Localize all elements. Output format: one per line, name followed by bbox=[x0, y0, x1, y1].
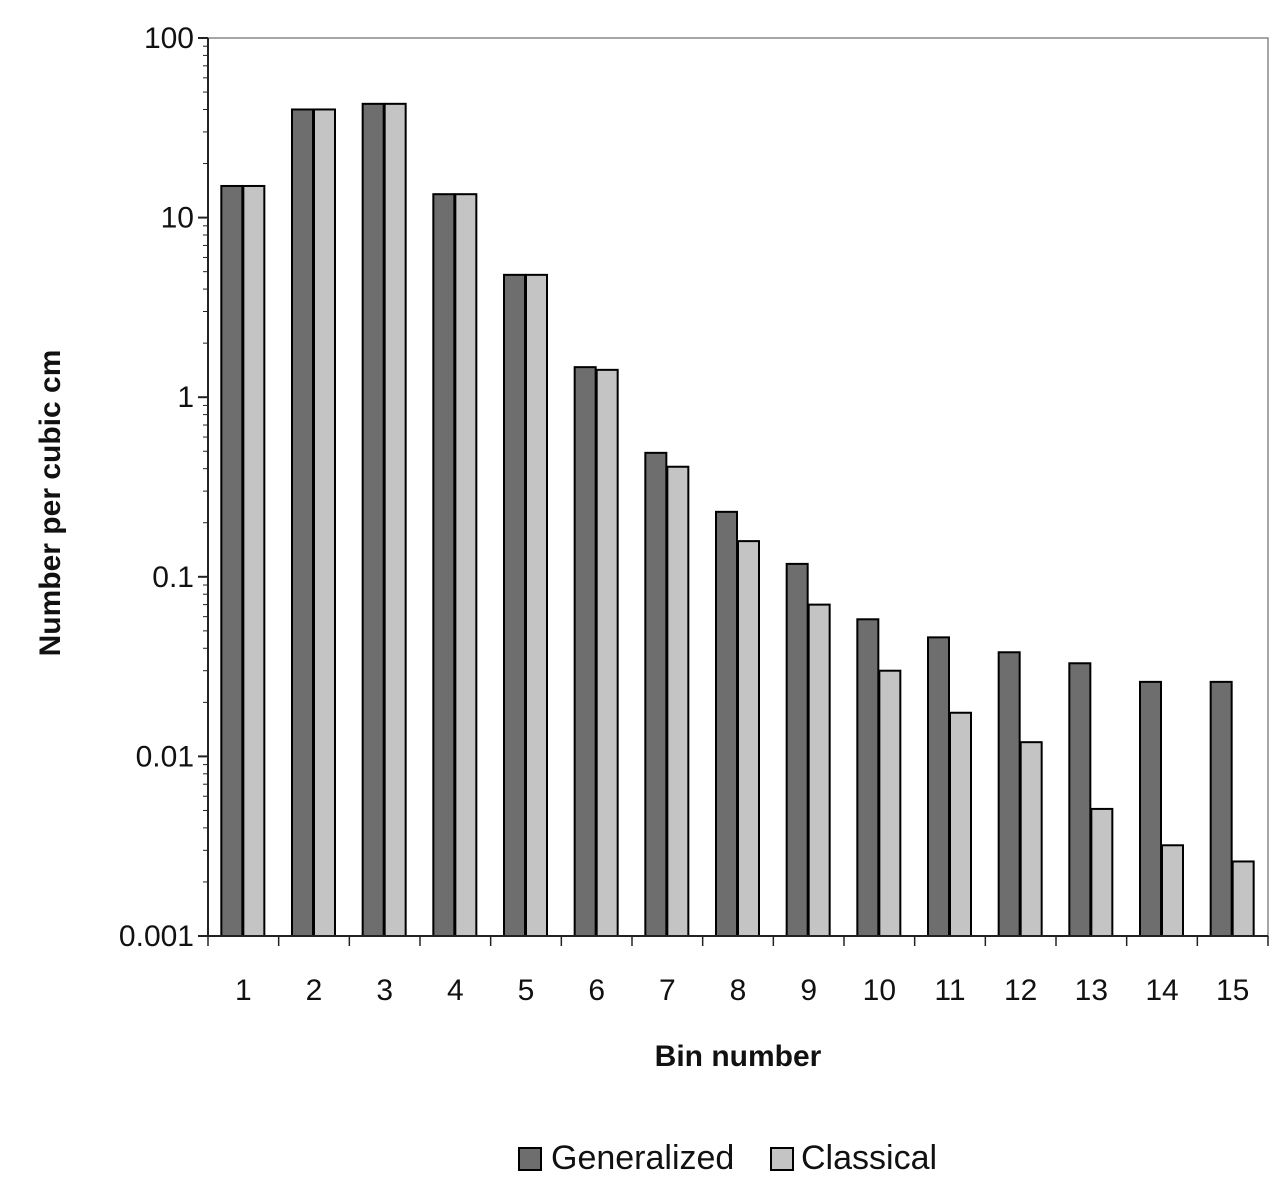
x-axis: 1 2 3 4 5 6 7 8 9 10 11 12 13 14 15 bbox=[207, 935, 1269, 1007]
bar-generalized-12 bbox=[997, 651, 1021, 937]
bar-classical-11 bbox=[949, 711, 972, 937]
bar-generalized-5 bbox=[503, 273, 526, 937]
bar-classical-13 bbox=[1090, 807, 1114, 938]
x-tick-label: 2 bbox=[306, 974, 323, 1007]
bar-generalized-7 bbox=[644, 451, 668, 937]
x-tick-label: 1 bbox=[235, 974, 252, 1007]
bar-classical-7 bbox=[666, 465, 690, 937]
bar-classical-15 bbox=[1231, 860, 1255, 937]
bar-classical-8 bbox=[737, 540, 760, 938]
x-tick-label: 3 bbox=[376, 974, 393, 1007]
bar-generalized-13 bbox=[1068, 662, 1092, 937]
x-tick-label: 10 bbox=[863, 974, 896, 1007]
bar-generalized-2 bbox=[291, 108, 314, 937]
x-tick-label: 5 bbox=[518, 974, 535, 1007]
x-tick-label: 7 bbox=[659, 974, 676, 1007]
legend-label-classical: Classical bbox=[801, 1139, 937, 1177]
bar-generalized-8 bbox=[715, 510, 738, 937]
x-tick-label: 4 bbox=[447, 974, 464, 1007]
bar-classical-14 bbox=[1161, 844, 1184, 938]
bar-classical-4 bbox=[454, 193, 478, 937]
bar-classical-1 bbox=[242, 184, 266, 938]
bar-classical-10 bbox=[878, 669, 902, 938]
x-tick-label: 9 bbox=[800, 974, 817, 1007]
y-tick-label: 10 bbox=[161, 202, 194, 235]
x-tick-label: 6 bbox=[588, 974, 605, 1007]
bar-classical-6 bbox=[595, 368, 619, 937]
y-tick-label: 0.01 bbox=[136, 740, 194, 773]
y-axis-title: Number per cubic cm bbox=[34, 350, 67, 657]
legend-swatch-generalized bbox=[518, 1147, 542, 1171]
bar-generalized-1 bbox=[220, 184, 244, 938]
legend: Generalized Classical bbox=[518, 1139, 937, 1177]
bar-classical-5 bbox=[525, 273, 548, 937]
bar-generalized-9 bbox=[785, 562, 809, 938]
x-tick-label: 14 bbox=[1145, 974, 1178, 1007]
legend-label-generalized: Generalized bbox=[551, 1139, 734, 1177]
bar-classical-9 bbox=[807, 603, 831, 938]
bar-generalized-6 bbox=[573, 366, 597, 938]
y-tick-label: 0.001 bbox=[119, 920, 194, 953]
bar-generalized-11 bbox=[927, 636, 950, 938]
y-tick-label: 0.1 bbox=[152, 561, 194, 594]
x-tick-label: 12 bbox=[1004, 974, 1037, 1007]
y-tick-label: 100 bbox=[144, 22, 194, 55]
bar-classical-2 bbox=[313, 108, 336, 937]
x-tick-label: 11 bbox=[934, 974, 965, 1007]
bar-generalized-15 bbox=[1209, 680, 1233, 937]
bar-classical-12 bbox=[1019, 741, 1043, 938]
y-tick-label: 1 bbox=[177, 381, 194, 414]
y-axis: 0.001 0.01 0.1 1 10 100 bbox=[119, 22, 209, 953]
x-axis-title: Bin number bbox=[655, 1040, 822, 1073]
bar-generalized-10 bbox=[856, 618, 880, 937]
legend-swatch-classical bbox=[770, 1147, 794, 1171]
x-tick-label: 8 bbox=[730, 974, 747, 1007]
x-tick-label: 15 bbox=[1216, 974, 1249, 1007]
bar-classical-3 bbox=[383, 102, 407, 938]
bars bbox=[220, 102, 1255, 938]
bar-generalized-3 bbox=[361, 102, 385, 938]
bar-generalized-4 bbox=[432, 193, 456, 937]
x-tick-label: 13 bbox=[1075, 974, 1108, 1007]
bar-generalized-14 bbox=[1139, 680, 1162, 937]
